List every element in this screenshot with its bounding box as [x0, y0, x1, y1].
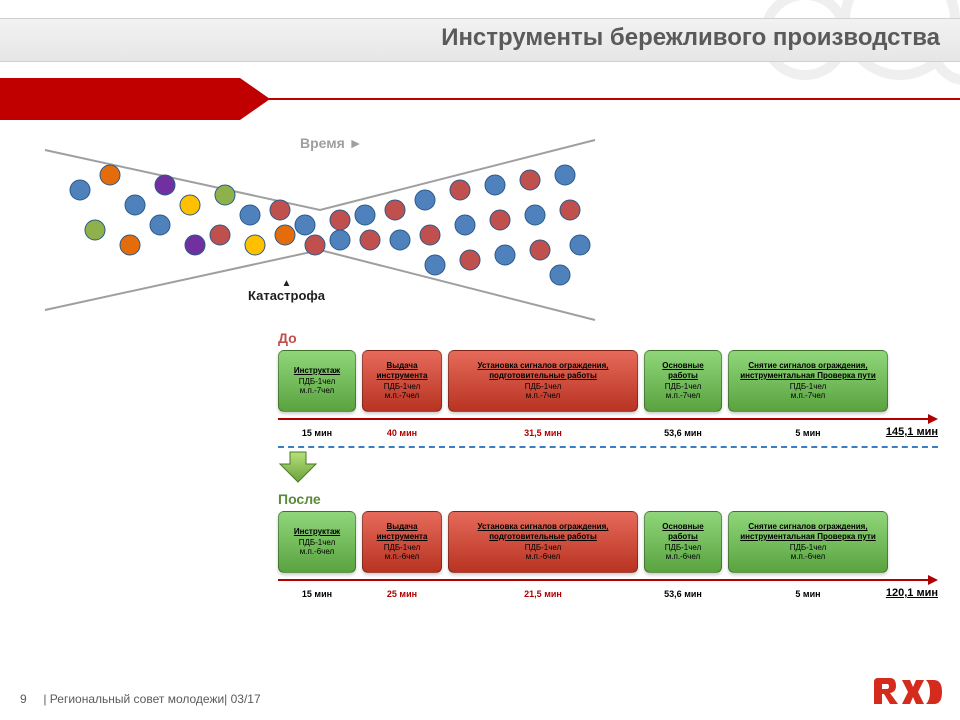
- flow-box: Выдача инструментаПДБ-1челм.п.-6чел: [362, 511, 442, 573]
- flow-box: Снятие сигналов ограждения, инструментал…: [728, 511, 888, 573]
- timeline-arrow-after: [278, 575, 938, 585]
- flow-box: Выдача инструментаПДБ-1челм.п.-7чел: [362, 350, 442, 412]
- divider: [278, 446, 938, 448]
- slide-title: Инструменты бережливого производства: [0, 24, 940, 52]
- flow-box: ИнструктажПДБ-1челм.п.-6чел: [278, 511, 356, 573]
- flow-box: Установка сигналов ограждения, подготови…: [448, 511, 638, 573]
- flow-box: Установка сигналов ограждения, подготови…: [448, 350, 638, 412]
- flow-after: После ИнструктажПДБ-1челм.п.-6челВыдача …: [278, 491, 938, 599]
- flow-before-title: До: [278, 330, 938, 346]
- flow-after-boxes: ИнструктажПДБ-1челм.п.-6челВыдача инстру…: [278, 511, 938, 573]
- flow-after-title: После: [278, 491, 938, 507]
- time-label: 5 мин: [728, 428, 888, 438]
- time-label: 15 мин: [278, 589, 356, 599]
- flow-after-times: 15 мин 25 мин 21,5 мин 53,6 мин 5 мин120,1 м…: [278, 589, 938, 599]
- flow-box: Снятие сигналов ограждения, инструментал…: [728, 350, 888, 412]
- flow-before-times: 15 мин 40 мин 31,5 мин 53,6 мин 5 мин145,1 м…: [278, 428, 938, 438]
- time-label: 53,6 мин: [644, 589, 722, 599]
- flow-before: До ИнструктажПДБ-1челм.п.-7челВыдача инс…: [278, 330, 938, 438]
- flow-box: ИнструктажПДБ-1челм.п.-7чел: [278, 350, 356, 412]
- flow-box: Основные работыПДБ-1челм.п.-6чел: [644, 511, 722, 573]
- accent-block: [0, 78, 240, 120]
- time-label: 21,5 мин: [448, 589, 638, 599]
- total-time: 120,1 мин: [886, 587, 938, 599]
- flow-box: Основные работыПДБ-1челм.п.-7чел: [644, 350, 722, 412]
- footer: 9 | Региональный совет молодежи| 03/17: [20, 692, 261, 706]
- footer-text: | Региональный совет молодежи| 03/17: [43, 692, 260, 706]
- total-time: 145,1 мин: [886, 426, 938, 438]
- down-arrow-icon: [278, 450, 318, 484]
- process-flows: До ИнструктажПДБ-1челм.п.-7челВыдача инс…: [278, 330, 938, 607]
- rzd-logo-icon: [872, 674, 942, 710]
- catastrophe-text: Катастрофа: [248, 288, 325, 303]
- funnel-catastrophe-label: ▲ Катастрофа: [248, 280, 325, 303]
- time-label: 5 мин: [728, 589, 888, 599]
- time-label: 40 мин: [362, 428, 442, 438]
- time-label: 53,6 мин: [644, 428, 722, 438]
- time-label: 25 мин: [362, 589, 442, 599]
- page-number: 9: [20, 692, 40, 706]
- flow-before-boxes: ИнструктажПДБ-1челм.п.-7челВыдача инстру…: [278, 350, 938, 412]
- funnel-time-label: Время ►: [300, 135, 363, 151]
- time-label: 15 мин: [278, 428, 356, 438]
- timeline-arrow-before: [278, 414, 938, 424]
- time-label: 31,5 мин: [448, 428, 638, 438]
